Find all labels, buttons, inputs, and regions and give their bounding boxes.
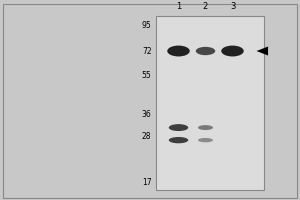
Text: 2: 2 — [203, 2, 208, 11]
Ellipse shape — [198, 138, 213, 142]
Ellipse shape — [196, 47, 215, 55]
FancyBboxPatch shape — [3, 4, 297, 198]
Text: 28: 28 — [142, 132, 152, 141]
Text: 72: 72 — [142, 47, 152, 56]
Text: 36: 36 — [142, 110, 152, 119]
Text: 95: 95 — [142, 21, 152, 30]
Ellipse shape — [198, 125, 213, 130]
Ellipse shape — [221, 46, 244, 56]
Ellipse shape — [167, 46, 190, 56]
Ellipse shape — [169, 124, 188, 131]
Text: 1: 1 — [176, 2, 181, 11]
Text: 55: 55 — [142, 71, 152, 80]
Text: 17: 17 — [142, 178, 152, 187]
Ellipse shape — [169, 137, 188, 143]
FancyBboxPatch shape — [156, 16, 264, 190]
Polygon shape — [256, 47, 268, 56]
Text: 3: 3 — [230, 2, 235, 11]
